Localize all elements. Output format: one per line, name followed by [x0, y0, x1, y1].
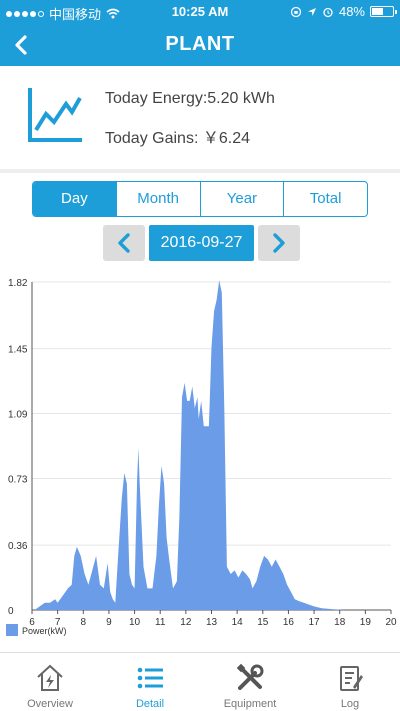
tab-detail[interactable]: Detail: [100, 653, 200, 711]
rotation-lock-icon: [290, 6, 302, 17]
legend-label: Power(kW): [22, 626, 67, 636]
x-tick-label: 14: [232, 617, 244, 628]
tools-icon: [236, 663, 264, 690]
x-tick-label: 9: [106, 617, 112, 628]
y-tick-label: 0.73: [8, 474, 28, 485]
period-segmented-control: Day Month Year Total: [32, 181, 368, 217]
x-tick-label: 8: [81, 617, 87, 628]
nav-bar: PLANT: [0, 24, 400, 66]
today-energy-label: Today Energy:: [105, 90, 208, 107]
x-tick-label: 11: [155, 617, 166, 628]
alarm-icon: [323, 7, 333, 17]
power-chart: 0 0.36 0.73 1.09 1.45 1.82 6 7 8 9 10 11 12 13 14 15 16 1…: [6, 278, 397, 636]
carrier-label: 中国移动: [49, 7, 102, 22]
tab-equipment[interactable]: Equipment: [200, 653, 300, 711]
x-tick-label: 20: [385, 617, 397, 628]
line-chart-icon: [28, 88, 82, 142]
status-time: 10:25 AM: [171, 4, 229, 19]
tab-detail-label: Detail: [135, 698, 165, 710]
section-divider: [0, 169, 400, 173]
wifi-icon: [106, 8, 120, 19]
x-tick-label: 18: [334, 617, 346, 628]
status-bar: 中国移动 10:25 AM 48%: [0, 0, 400, 24]
chevron-right-icon: [273, 233, 285, 253]
x-tick-label: 6: [29, 617, 35, 628]
status-left: 中国移动: [6, 4, 120, 23]
page-title: PLANT: [165, 33, 235, 55]
x-tick-label: 12: [180, 617, 192, 628]
segment-day[interactable]: Day: [33, 182, 116, 216]
x-tick-label: 7: [55, 617, 61, 628]
house-bolt-icon: [37, 664, 63, 691]
today-energy: Today Energy:5.20 kWh: [105, 90, 275, 108]
x-tick-label: 17: [309, 617, 321, 628]
chevron-left-icon: [118, 233, 130, 253]
x-tick-label: 16: [283, 617, 295, 628]
y-tick-label: 1.09: [8, 410, 28, 421]
segment-year[interactable]: Year: [199, 182, 284, 216]
today-energy-value: 5.20 kWh: [207, 90, 275, 107]
next-date-button[interactable]: [258, 225, 300, 261]
location-icon: [307, 7, 316, 16]
tab-overview[interactable]: Overview: [0, 653, 100, 711]
tab-equipment-label: Equipment: [223, 698, 277, 710]
y-tick-label: 0: [8, 606, 14, 617]
tab-log[interactable]: Log: [300, 653, 400, 711]
y-tick-label: 0.36: [8, 541, 28, 552]
x-tick-label: 19: [360, 617, 372, 628]
summary-panel: Today Energy:5.20 kWh Today Gains: ￥6.24: [0, 66, 400, 169]
segment-month[interactable]: Month: [115, 182, 200, 216]
y-tick-label: 1.45: [8, 345, 28, 356]
back-button[interactable]: [8, 31, 36, 59]
tab-bar: Overview Detail Equipment Log: [0, 652, 400, 711]
tab-overview-label: Overview: [27, 698, 73, 710]
segment-total[interactable]: Total: [283, 182, 367, 216]
battery-icon: [370, 6, 397, 17]
x-tick-label: 13: [206, 617, 218, 628]
y-tick-label: 1.82: [8, 278, 28, 289]
x-tick-label: 10: [129, 617, 141, 628]
x-tick-label: 15: [257, 617, 269, 628]
document-edit-icon: [340, 666, 363, 691]
prev-date-button[interactable]: [103, 225, 145, 261]
power-area-series: [34, 280, 345, 610]
list-icon: [137, 667, 163, 689]
today-gains: Today Gains: ￥6.24: [105, 124, 250, 148]
date-display[interactable]: 2016-09-27: [149, 225, 254, 261]
legend-swatch: [6, 624, 18, 636]
status-right: 48%: [290, 4, 397, 19]
today-gains-value: ￥6.24: [202, 130, 250, 147]
battery-percent: 48%: [338, 4, 365, 19]
tab-log-label: Log: [340, 698, 360, 710]
signal-strength-icon: [6, 10, 44, 17]
date-picker: 2016-09-27: [103, 225, 300, 261]
today-gains-label: Today Gains:: [105, 130, 199, 147]
